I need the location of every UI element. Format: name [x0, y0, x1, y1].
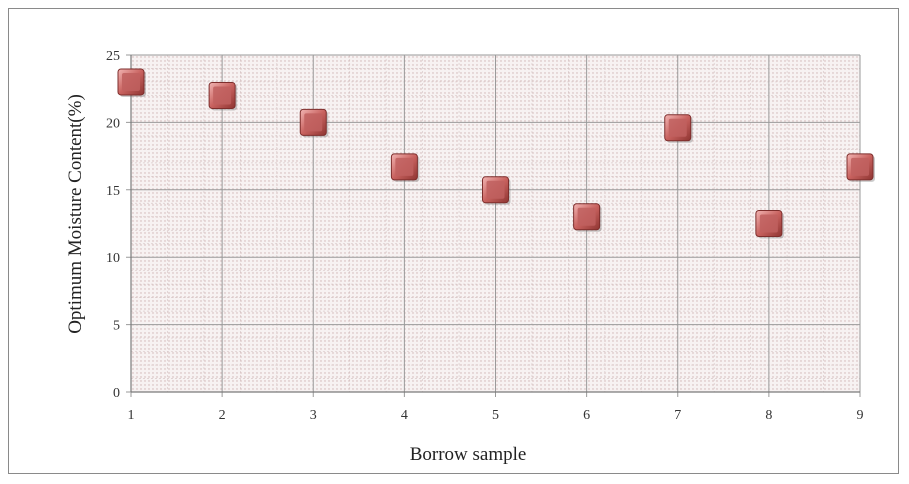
- y-tick-label: 10: [106, 251, 120, 266]
- data-point: [664, 114, 693, 143]
- data-point: [390, 153, 420, 182]
- x-tick-label: 5: [492, 408, 499, 423]
- x-tick-label: 8: [765, 408, 772, 423]
- y-axis-title: Optimum Moisture Content(%): [65, 94, 86, 334]
- data-point: [299, 108, 329, 138]
- data-point-face: [304, 113, 323, 132]
- data-point-face: [213, 86, 232, 105]
- data-point-face: [395, 157, 414, 176]
- data-point-face: [486, 180, 505, 199]
- data-point: [482, 176, 511, 205]
- data-point-face: [577, 207, 596, 226]
- x-tick-label: 1: [128, 408, 135, 423]
- data-point-face: [759, 214, 778, 233]
- x-tick-label: 2: [219, 408, 226, 423]
- x-tick-label: 6: [583, 408, 590, 423]
- data-point: [208, 81, 238, 111]
- y-tick-label: 20: [106, 116, 120, 131]
- data-point: [573, 203, 602, 232]
- data-point: [846, 153, 875, 182]
- x-tick-label: 9: [857, 408, 864, 423]
- y-tick-label: 0: [113, 386, 120, 401]
- x-tick-label: 7: [674, 408, 681, 423]
- data-point: [117, 68, 146, 97]
- data-point-face: [122, 72, 140, 91]
- x-tick-label: 3: [310, 408, 317, 423]
- x-axis-title: Borrow sample: [410, 444, 527, 465]
- y-tick-label: 25: [106, 49, 120, 64]
- y-tick-label: 15: [106, 184, 120, 199]
- data-point-face: [668, 118, 687, 137]
- data-point-face: [851, 157, 869, 176]
- x-tick-label: 4: [401, 408, 408, 423]
- data-point: [755, 210, 784, 239]
- y-tick-label: 5: [113, 319, 120, 334]
